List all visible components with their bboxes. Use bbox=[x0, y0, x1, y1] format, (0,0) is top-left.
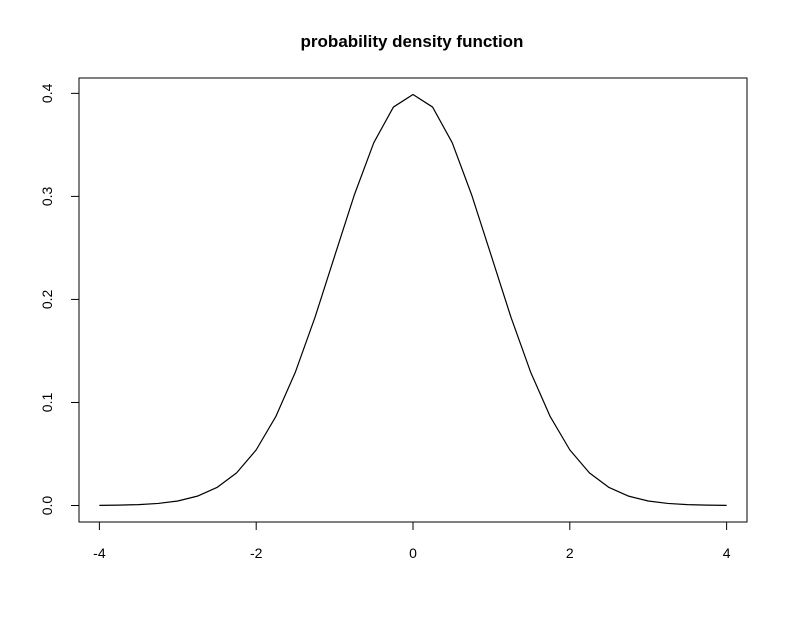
x-tick-label: -4 bbox=[93, 545, 106, 561]
x-tick-label: 2 bbox=[566, 545, 574, 561]
x-tick-label: 0 bbox=[409, 545, 417, 561]
y-tick-label: 0.1 bbox=[39, 393, 55, 413]
y-tick-label: 0.2 bbox=[39, 289, 55, 309]
series-layer bbox=[99, 93, 727, 507]
y-axis: 0.0 0.1 0.2 0.3 0.4 bbox=[39, 83, 80, 516]
y-tick-label: 0.4 bbox=[39, 83, 55, 103]
y-tick-label: 0.0 bbox=[39, 496, 55, 516]
plot-frame bbox=[78, 77, 748, 523]
density-curve bbox=[99, 93, 727, 507]
chart-title: probability density function bbox=[301, 32, 524, 51]
y-tick-label: 0.3 bbox=[39, 186, 55, 206]
x-tick-label: 4 bbox=[723, 545, 731, 561]
x-axis: -4 -2 0 2 4 bbox=[93, 521, 731, 561]
x-tick-label: -2 bbox=[250, 545, 263, 561]
